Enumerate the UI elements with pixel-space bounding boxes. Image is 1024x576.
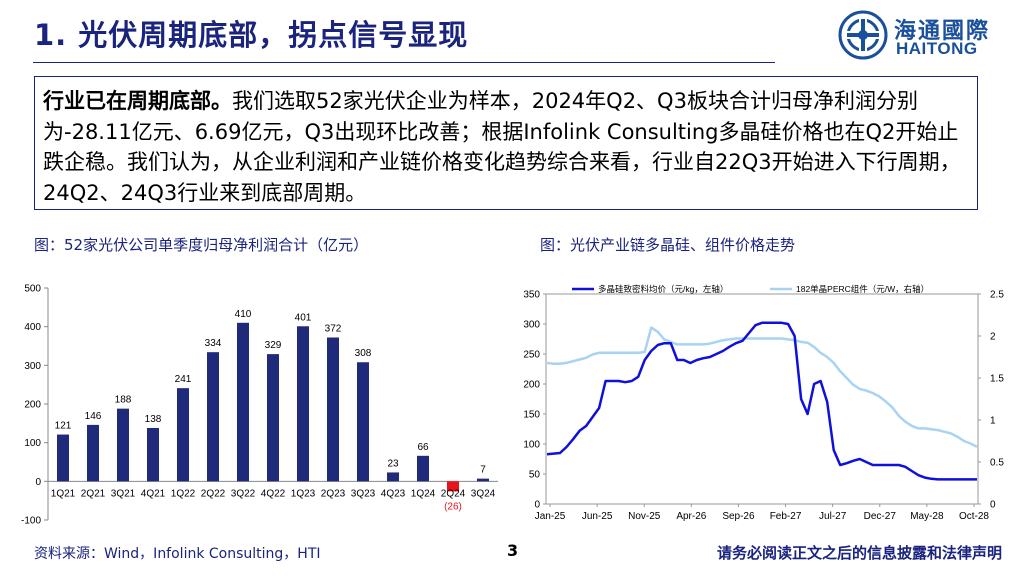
- bar-category-label: 3Q22: [231, 488, 256, 499]
- bar-data-label: 401: [295, 312, 312, 323]
- left-axis-tick-label: 150: [523, 410, 540, 421]
- summary-body: 我们选取52家光伏企业为样本，2024年Q2、Q3板块合计归母净利润分别为-28…: [43, 89, 961, 205]
- left-axis-tick-label: 300: [523, 320, 540, 331]
- right-axis-tick-label: 0.5: [990, 458, 1004, 469]
- bar-1Q22: [177, 388, 189, 482]
- legend-label-module: 182单晶PERC组件（元/W，右轴）: [796, 284, 929, 294]
- bar-data-label: 329: [265, 340, 282, 351]
- x-axis-tick-label: Sep-26: [722, 511, 755, 522]
- bar-category-label: 1Q22: [171, 488, 196, 499]
- bar-data-label: 334: [205, 338, 222, 349]
- bar-y-tick-label: 200: [24, 400, 41, 411]
- legal-disclaimer: 请务必阅读正文之后的信息披露和法律声明: [716, 544, 1002, 562]
- bar-data-label: 23: [387, 458, 399, 469]
- bar-data-label: 410: [235, 309, 252, 320]
- bar-data-label: 146: [85, 411, 102, 422]
- bar-y-tick-label: 300: [24, 361, 41, 372]
- bar-3Q23: [357, 362, 369, 482]
- x-axis-tick-label: May-28: [910, 511, 944, 522]
- page-number: 3: [507, 541, 519, 560]
- bar-y-tick-label: 400: [24, 322, 41, 333]
- page-title: 1. 光伏周期底部，拐点信号显现: [34, 18, 469, 52]
- bar-data-label: 372: [325, 323, 342, 334]
- bar-category-label: 1Q24: [411, 488, 436, 499]
- x-axis-tick-label: Nov-25: [628, 511, 661, 522]
- bar-data-label: 121: [55, 421, 72, 432]
- bar-data-label: (26): [444, 501, 462, 512]
- bar-y-tick-label: 0: [35, 477, 41, 488]
- bar-data-label: 308: [355, 348, 372, 359]
- bar-y-tick-label: 500: [24, 284, 41, 295]
- bar-category-label: 1Q23: [291, 488, 316, 499]
- bar-category-label: 1Q21: [51, 488, 76, 499]
- bar-category-label: 3Q21: [111, 488, 136, 499]
- bar-y-tick-label: 100: [24, 438, 41, 449]
- left-axis-tick-label: 0: [534, 500, 540, 511]
- bar-category-label: 2Q23: [321, 488, 346, 499]
- bar-category-label: 4Q22: [261, 488, 286, 499]
- right-axis-tick-label: 2.5: [990, 290, 1004, 301]
- bar-category-label: 3Q23: [351, 488, 376, 499]
- bar-data-label: 66: [417, 442, 429, 453]
- x-axis-tick-label: Oct-28: [959, 511, 989, 522]
- x-axis-tick-label: Jun-25: [582, 511, 613, 522]
- left-axis-tick-label: 350: [523, 290, 540, 301]
- bar-y-tick-label: -100: [21, 516, 41, 527]
- bar-category-label: 4Q23: [381, 488, 406, 499]
- summary-lead: 行业已在周期底部。: [43, 89, 232, 113]
- right-axis-tick-label: 0: [990, 500, 996, 511]
- bar-category-label: 2Q22: [201, 488, 226, 499]
- bar-4Q22: [267, 354, 279, 482]
- right-axis-tick-label: 1: [990, 416, 996, 427]
- right-axis-tick-label: 2: [990, 332, 996, 343]
- summary-paragraph: 行业已在周期底部。我们选取52家光伏企业为样本，2024年Q2、Q3板块合计归母…: [43, 86, 969, 208]
- x-axis-tick-label: Apr-26: [676, 511, 706, 522]
- polysilicon-price-line: [546, 321, 977, 481]
- bar-4Q23: [387, 472, 399, 482]
- bar-3Q22: [237, 322, 249, 482]
- summary-box: 行业已在周期底部。我们选取52家光伏企业为样本，2024年Q2、Q3板块合计归母…: [34, 76, 978, 210]
- logo-english-text: HAITONG: [896, 39, 978, 58]
- bar-data-label: 138: [145, 414, 162, 425]
- left-chart-caption: 图：52家光伏公司单季度归母净利润合计（亿元）: [34, 236, 369, 254]
- bar-data-label: 188: [115, 395, 132, 406]
- bar-1Q23: [297, 326, 309, 482]
- bar-category-label: 2Q24: [441, 488, 466, 499]
- x-axis-tick-label: Jan-25: [535, 511, 566, 522]
- bar-category-label: 2Q21: [81, 488, 106, 499]
- net-profit-bar-chart: 500 400 300 200 100 0 -100 121 1Q21 146 2Q21 188 3Q2…: [21, 284, 498, 527]
- logo-chinese-text: 海通國際: [894, 19, 991, 44]
- right-chart-caption: 图：光伏产业链多晶硅、组件价格走势: [540, 236, 796, 254]
- line-plot-frame: [545, 293, 979, 505]
- x-axis-tick-label: Jul-27: [819, 511, 847, 522]
- bar-3Q21: [117, 408, 129, 482]
- bar-category-label: 3Q24: [471, 488, 496, 499]
- x-axis-tick-label: Dec-27: [864, 511, 897, 522]
- bar-3Q24: [477, 478, 489, 482]
- bar-2Q22: [207, 352, 219, 482]
- left-axis-tick-label: 200: [523, 380, 540, 391]
- bar-data-label: 7: [480, 465, 486, 476]
- bar-2Q21: [87, 424, 99, 482]
- legend-label-polysilicon: 多晶硅致密料均价（元/kg，左轴）: [598, 284, 728, 294]
- left-axis-tick-label: 100: [523, 440, 540, 451]
- bar-1Q24: [417, 455, 429, 482]
- left-axis-tick-label: 50: [529, 470, 541, 481]
- bar-1Q21: [57, 434, 69, 482]
- bar-4Q21: [147, 427, 159, 482]
- module-price-line: [546, 326, 978, 449]
- left-axis-tick-label: 250: [523, 350, 540, 361]
- title-divider: [33, 62, 775, 63]
- bar-data-label: 241: [175, 374, 192, 385]
- haitong-logo: 海通國際 HAITONG: [838, 10, 998, 60]
- source-note: 资料来源：Wind，Infolink Consulting，HTI: [34, 546, 321, 562]
- bar-category-label: 4Q21: [141, 488, 166, 499]
- right-axis-tick-label: 1.5: [990, 374, 1004, 385]
- bar-2Q24: [447, 481, 459, 492]
- bar-2Q23: [327, 337, 339, 482]
- x-axis-tick-label: Feb-27: [770, 511, 802, 522]
- haitong-logo-icon: [838, 10, 888, 60]
